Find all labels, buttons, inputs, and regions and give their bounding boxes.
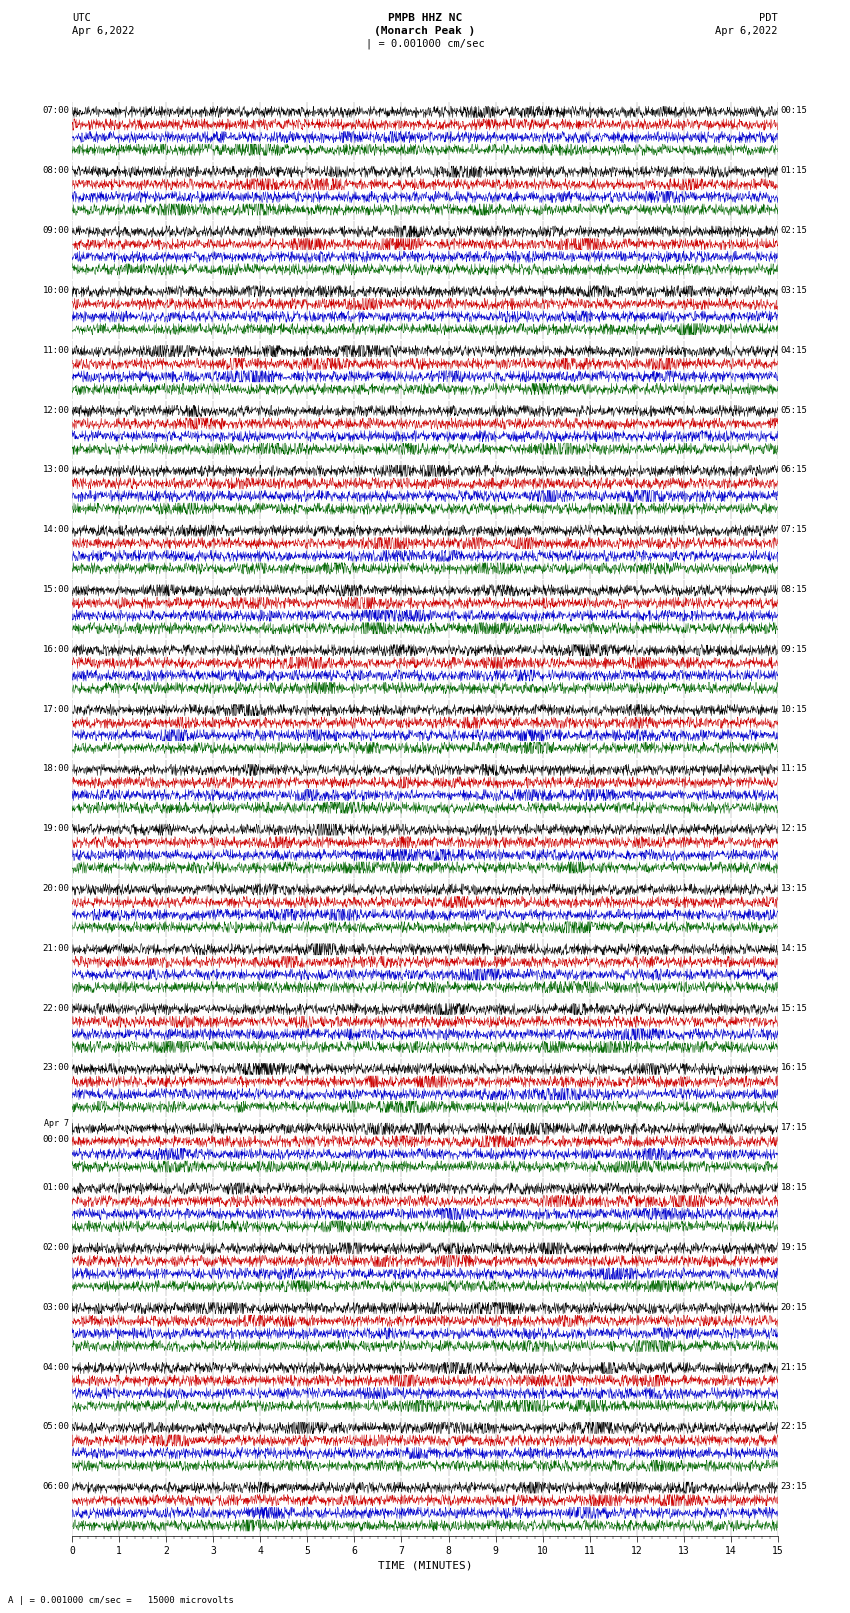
Text: 16:15: 16:15: [780, 1063, 808, 1073]
Text: 13:15: 13:15: [780, 884, 808, 894]
Text: 10:15: 10:15: [780, 705, 808, 713]
X-axis label: TIME (MINUTES): TIME (MINUTES): [377, 1560, 473, 1569]
Text: 20:15: 20:15: [780, 1303, 808, 1311]
Text: 08:00: 08:00: [42, 166, 70, 176]
Text: 22:00: 22:00: [42, 1003, 70, 1013]
Text: 14:15: 14:15: [780, 944, 808, 953]
Text: 00:00: 00:00: [42, 1136, 70, 1144]
Text: 11:15: 11:15: [780, 765, 808, 773]
Text: 19:00: 19:00: [42, 824, 70, 834]
Text: 20:00: 20:00: [42, 884, 70, 894]
Text: 09:00: 09:00: [42, 226, 70, 235]
Text: 00:15: 00:15: [780, 106, 808, 116]
Text: 23:15: 23:15: [780, 1482, 808, 1490]
Text: PDT: PDT: [759, 13, 778, 23]
Text: 17:15: 17:15: [780, 1123, 808, 1132]
Text: 09:15: 09:15: [780, 645, 808, 653]
Text: 10:00: 10:00: [42, 286, 70, 295]
Text: 07:15: 07:15: [780, 526, 808, 534]
Text: 06:00: 06:00: [42, 1482, 70, 1490]
Text: 01:15: 01:15: [780, 166, 808, 176]
Text: 21:15: 21:15: [780, 1363, 808, 1371]
Text: 18:15: 18:15: [780, 1182, 808, 1192]
Text: Apr 6,2022: Apr 6,2022: [72, 26, 135, 35]
Text: 17:00: 17:00: [42, 705, 70, 713]
Text: 23:00: 23:00: [42, 1063, 70, 1073]
Text: Apr 7: Apr 7: [44, 1119, 70, 1127]
Text: 19:15: 19:15: [780, 1244, 808, 1252]
Text: 02:15: 02:15: [780, 226, 808, 235]
Text: PMPB HHZ NC: PMPB HHZ NC: [388, 13, 462, 23]
Text: 03:15: 03:15: [780, 286, 808, 295]
Text: 12:00: 12:00: [42, 405, 70, 415]
Text: 08:15: 08:15: [780, 586, 808, 594]
Text: (Monarch Peak ): (Monarch Peak ): [374, 26, 476, 35]
Text: 05:15: 05:15: [780, 405, 808, 415]
Text: Apr 6,2022: Apr 6,2022: [715, 26, 778, 35]
Text: 06:15: 06:15: [780, 465, 808, 474]
Text: A | = 0.001000 cm/sec =   15000 microvolts: A | = 0.001000 cm/sec = 15000 microvolts: [8, 1595, 235, 1605]
Text: UTC: UTC: [72, 13, 91, 23]
Text: 16:00: 16:00: [42, 645, 70, 653]
Text: 18:00: 18:00: [42, 765, 70, 773]
Text: 12:15: 12:15: [780, 824, 808, 834]
Text: 03:00: 03:00: [42, 1303, 70, 1311]
Text: 04:15: 04:15: [780, 345, 808, 355]
Text: 05:00: 05:00: [42, 1423, 70, 1431]
Text: 21:00: 21:00: [42, 944, 70, 953]
Text: 01:00: 01:00: [42, 1182, 70, 1192]
Text: 07:00: 07:00: [42, 106, 70, 116]
Text: 02:00: 02:00: [42, 1244, 70, 1252]
Text: 15:00: 15:00: [42, 586, 70, 594]
Text: 13:00: 13:00: [42, 465, 70, 474]
Text: 22:15: 22:15: [780, 1423, 808, 1431]
Text: 04:00: 04:00: [42, 1363, 70, 1371]
Text: 11:00: 11:00: [42, 345, 70, 355]
Text: 14:00: 14:00: [42, 526, 70, 534]
Text: 15:15: 15:15: [780, 1003, 808, 1013]
Text: | = 0.001000 cm/sec: | = 0.001000 cm/sec: [366, 39, 484, 50]
